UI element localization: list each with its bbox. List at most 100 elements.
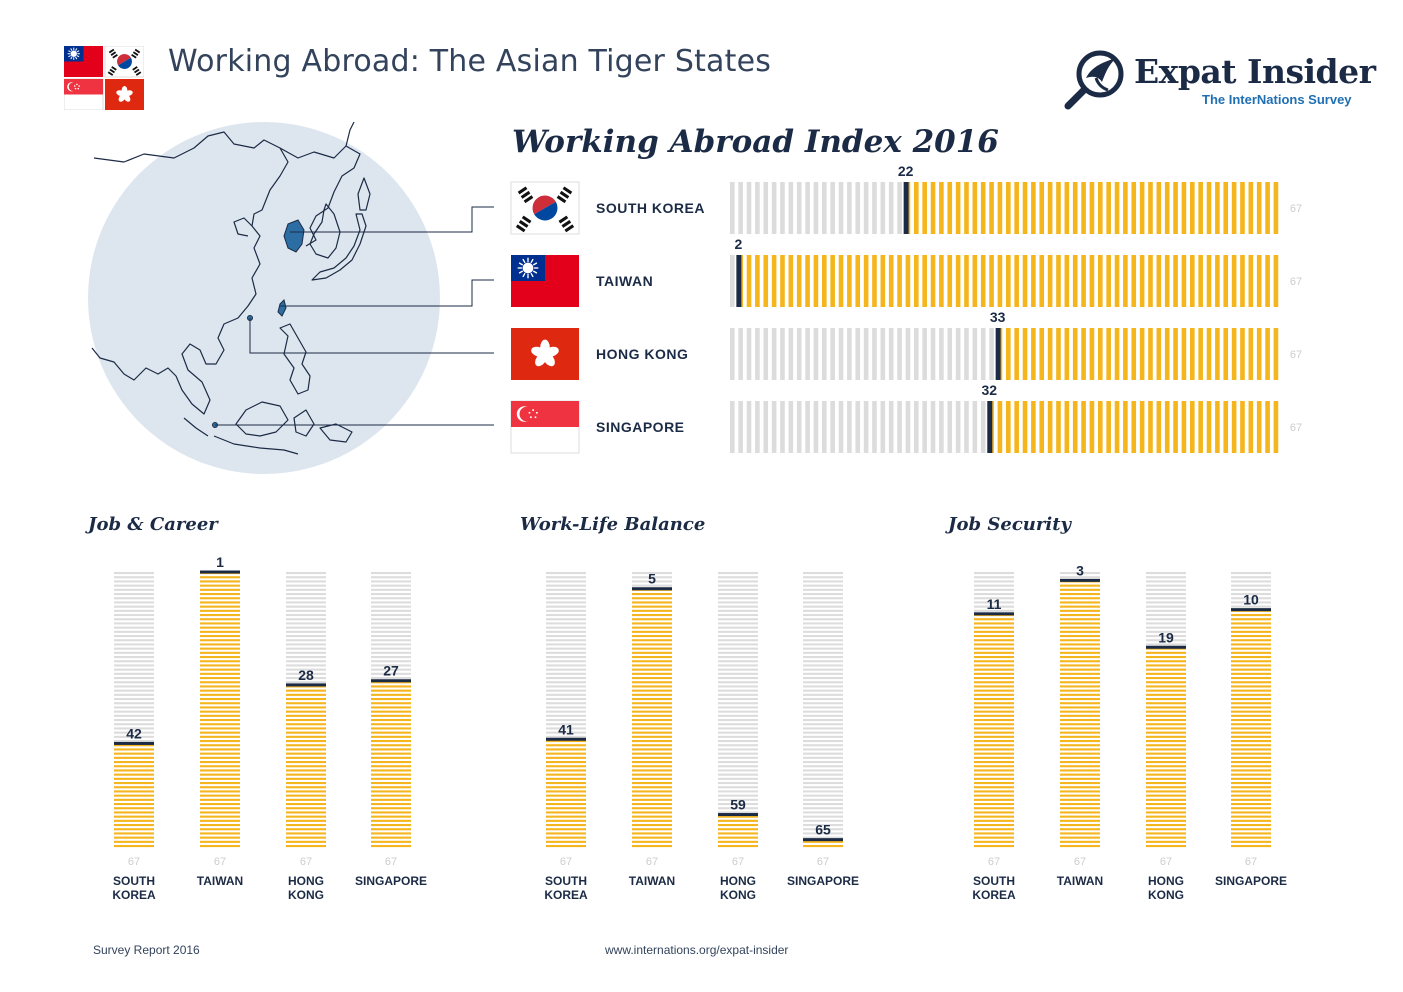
index-value-label: 33	[990, 309, 1006, 325]
sub-chart-max-label: 67	[732, 856, 744, 868]
sub-chart-category-label: HONG	[720, 874, 756, 888]
index-value-label: 22	[898, 163, 914, 179]
index-category-label: SOUTH KOREA	[596, 200, 705, 216]
sub-chart-max-label: 67	[385, 856, 397, 868]
index-bar	[730, 255, 1279, 307]
map-highlight-singapore	[212, 422, 218, 428]
index-rank-marker	[736, 255, 742, 307]
work-life-balance-title: Work-Life Balance	[520, 514, 706, 535]
index-category-label: SINGAPORE	[596, 419, 685, 435]
sub-chart-value-label: 1	[216, 554, 224, 570]
hong-kong-flag-icon	[511, 328, 579, 380]
sub-chart-category-label: TAIWAN	[1057, 874, 1103, 888]
sub-chart-rank-marker	[200, 570, 240, 574]
magnifier-bird-icon	[1064, 50, 1124, 110]
sub-chart-max-label: 67	[560, 856, 572, 868]
sub-chart-category-label: SOUTH	[545, 874, 587, 888]
sub-chart-value-label: 28	[298, 667, 314, 683]
index-rank-marker	[987, 401, 993, 453]
index-rank-marker	[903, 182, 909, 234]
sub-chart-category-label: KONG	[1148, 888, 1184, 902]
sub-chart-value-label: 11	[987, 596, 1002, 612]
sub-chart-value-label: 42	[126, 725, 142, 741]
taiwan-flag-icon	[511, 255, 579, 307]
sub-chart-bar	[1060, 572, 1100, 848]
sub-chart-max-label: 67	[1160, 856, 1172, 868]
sub-chart-rank-marker	[114, 741, 154, 745]
taiwan-flag-icon	[64, 46, 103, 77]
south-korea-flag-icon	[104, 46, 144, 78]
sub-chart-max-label: 67	[646, 856, 658, 868]
sub-chart-value-label: 27	[383, 663, 399, 679]
sub-chart-bar	[546, 572, 586, 848]
sub-chart-max-label: 67	[1245, 856, 1257, 868]
singapore-flag-icon	[64, 78, 104, 110]
sub-chart-rank-marker	[371, 679, 411, 683]
sub-chart-rank-marker	[632, 587, 672, 591]
sub-chart-rank-marker	[1146, 645, 1186, 649]
sub-chart-category-label: KOREA	[112, 888, 156, 902]
index-rank-marker	[995, 328, 1001, 380]
sub-chart-bar	[1146, 572, 1186, 848]
job-career-title: Job & Career	[88, 514, 218, 535]
hong-kong-flag-icon	[105, 79, 144, 110]
brand-logo	[1064, 50, 1124, 110]
index-chart-title: Working Abroad Index 2016	[512, 124, 999, 160]
sub-chart-rank-marker	[974, 612, 1014, 616]
index-max-label: 67	[1290, 276, 1302, 288]
sub-chart-category-label: KONG	[720, 888, 756, 902]
index-value-label: 2	[734, 236, 742, 252]
sub-chart-max-label: 67	[300, 856, 312, 868]
sub-chart-category-label: KOREA	[544, 888, 588, 902]
sub-chart-value-label: 19	[1158, 629, 1174, 645]
sub-chart-category-label: SINGAPORE	[355, 874, 427, 888]
brand-tagline: The InterNations Survey	[1202, 92, 1352, 107]
sub-chart-category-label: SOUTH	[973, 874, 1015, 888]
sub-chart-max-label: 67	[128, 856, 140, 868]
index-bar	[730, 182, 1279, 234]
sub-chart-value-label: 41	[558, 721, 574, 737]
footer-report-label: Survey Report 2016	[93, 943, 200, 957]
index-bar	[730, 328, 1279, 380]
working-abroad-index-chart: SOUTH KOREA 22 67 TAIWAN 2 67 HONG KONG 33 67 SIN…	[510, 163, 1302, 454]
sub-chart-category-label: TAIWAN	[629, 874, 675, 888]
sub-chart-value-label: 10	[1243, 592, 1259, 608]
brand-name: Expat Insider	[1134, 52, 1376, 91]
sub-chart-rank-marker	[803, 838, 843, 842]
sub-chart-rank-marker	[1060, 578, 1100, 582]
sub-chart-bar	[286, 572, 326, 848]
index-max-label: 67	[1290, 349, 1302, 361]
sub-chart-value-label: 5	[648, 571, 656, 587]
sub-chart-value-label: 59	[730, 797, 746, 813]
index-max-label: 67	[1290, 203, 1302, 215]
sub-chart-category-label: SINGAPORE	[1215, 874, 1287, 888]
sub-chart-bar	[371, 572, 411, 848]
sub-chart-max-label: 67	[817, 856, 829, 868]
footer-url-link[interactable]: www.internations.org/expat-insider	[605, 943, 789, 957]
sub-chart-category-label: HONG	[288, 874, 324, 888]
page-title: Working Abroad: The Asian Tiger States	[168, 44, 772, 79]
sub-chart-bar	[1231, 572, 1271, 848]
sub-chart-bar	[718, 572, 758, 848]
sub-chart-bar	[200, 572, 240, 848]
sub-chart-category-label: KONG	[288, 888, 324, 902]
sub-chart-max-label: 67	[214, 856, 226, 868]
sub-chart-category-label: SINGAPORE	[787, 874, 859, 888]
sub-chart-value-label: 3	[1076, 562, 1084, 578]
sub-chart-rank-marker	[286, 683, 326, 687]
sub-chart-rank-marker	[1231, 608, 1271, 612]
header-flags	[64, 46, 144, 110]
sub-chart-bar	[974, 572, 1014, 848]
sub-chart-category-label: KOREA	[972, 888, 1016, 902]
index-category-label: TAIWAN	[596, 273, 653, 289]
sub-chart-rank-marker	[546, 737, 586, 741]
south-korea-flag-icon	[510, 181, 580, 235]
index-max-label: 67	[1290, 422, 1302, 434]
singapore-flag-icon	[510, 400, 580, 454]
sub-chart-max-label: 67	[988, 856, 1000, 868]
sub-chart-max-label: 67	[1074, 856, 1086, 868]
sub-chart-bar	[114, 572, 154, 848]
sub-chart-category-label: SOUTH	[113, 874, 155, 888]
